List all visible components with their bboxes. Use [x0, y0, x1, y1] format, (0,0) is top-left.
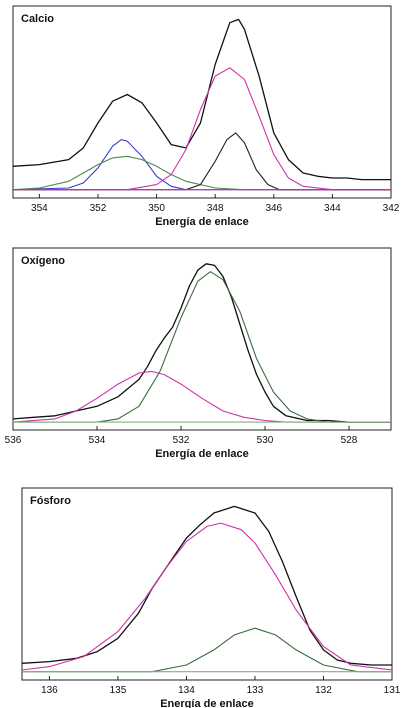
series-component-2 — [21, 522, 393, 671]
x-tick-label: 342 — [383, 203, 400, 214]
series-component-2 — [12, 370, 391, 423]
x-tick-label: 135 — [110, 685, 127, 696]
series-component-4 — [13, 67, 391, 191]
plot-frame — [12, 247, 392, 431]
x-tick-label: 532 — [173, 435, 190, 446]
series-envelope-1 — [12, 18, 391, 181]
series-component-3 — [13, 271, 391, 423]
x-tick-label: 132 — [315, 685, 332, 696]
panel-title: Calcio — [21, 13, 54, 25]
x-tick-label: 131 — [384, 685, 401, 696]
x-tick-label: 348 — [207, 203, 224, 214]
x-tick-label: 344 — [324, 203, 341, 214]
x-tick-label: 530 — [257, 435, 274, 446]
panel-1: Calcio 354 352 350 348 346 344 342 Energía de en… — [12, 5, 400, 228]
x-tick-label: 133 — [247, 685, 264, 696]
panel-2: Oxígeno 536 534 532 530 528 Energía de enlace — [5, 247, 392, 460]
x-axis-title: Energía de enlace — [155, 216, 249, 228]
x-axis-title: Energía de enlace — [155, 448, 249, 460]
x-tick-label: 528 — [341, 435, 358, 446]
panel-3: Fósforo 136 135 134 133 132 131 Energía de enla… — [21, 487, 401, 708]
x-tick-label: 346 — [265, 203, 282, 214]
series-envelope-1 — [12, 263, 391, 423]
x-tick-label: 352 — [90, 203, 107, 214]
x-tick-label: 350 — [148, 203, 165, 214]
panel-title: Oxígeno — [21, 255, 65, 267]
x-axis-title: Energía de enlace — [160, 698, 254, 708]
series-component-3 — [22, 627, 392, 673]
plot-frame — [21, 487, 393, 681]
x-tick-label: 536 — [5, 435, 22, 446]
plot-frame — [12, 5, 392, 199]
series-component-3 — [12, 155, 391, 191]
panel-title: Fósforo — [30, 495, 71, 507]
x-tick-label: 354 — [31, 203, 48, 214]
x-tick-label: 134 — [178, 685, 195, 696]
x-tick-label: 534 — [89, 435, 106, 446]
x-tick-label: 136 — [41, 685, 58, 696]
series-envelope-1 — [21, 505, 392, 666]
